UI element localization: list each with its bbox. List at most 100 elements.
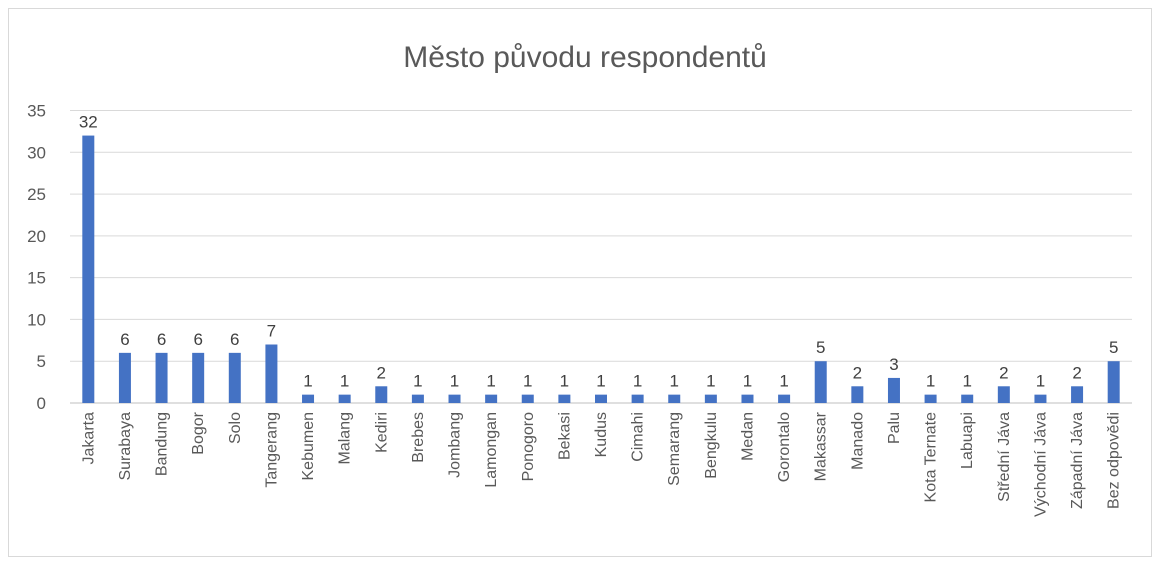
bar (82, 135, 95, 404)
data-label: 2 (377, 363, 386, 382)
y-tick-label: 15 (27, 269, 46, 288)
category-label: Labuapi (959, 412, 976, 469)
bar (228, 352, 241, 403)
gridlines (70, 110, 1132, 404)
category-label: Jombang (447, 412, 464, 478)
data-label: 2 (999, 363, 1008, 382)
data-label: 3 (889, 355, 898, 374)
data-label: 1 (926, 372, 935, 391)
data-label: 1 (743, 372, 752, 391)
bar (521, 394, 534, 403)
data-label: 6 (193, 330, 202, 349)
data-label: 1 (523, 372, 532, 391)
bar (118, 352, 131, 403)
bar (192, 352, 205, 403)
bar (887, 377, 900, 403)
category-label: Bez odpovědi (1106, 412, 1123, 509)
data-label: 1 (633, 372, 642, 391)
category-label: Bekasi (556, 412, 573, 460)
category-label: Gorontalo (776, 412, 793, 482)
bar (448, 394, 461, 403)
bar (1034, 394, 1047, 403)
data-label: 1 (706, 372, 715, 391)
chart-frame (8, 8, 1152, 557)
y-tick-label: 5 (37, 352, 46, 371)
x-axis-categories: Jakarta Surabaya Bandung Bogor Solo Tangerang… (80, 411, 1122, 517)
category-label: Východní Jáva (1032, 412, 1049, 517)
y-tick-label: 0 (37, 394, 46, 413)
data-label: 6 (120, 330, 129, 349)
y-tick-label: 25 (27, 185, 46, 204)
bar (375, 386, 388, 403)
bar (741, 394, 754, 403)
category-label: Malang (337, 412, 354, 464)
data-label: 1 (962, 372, 971, 391)
category-label: Lamongan (483, 412, 500, 488)
bar (704, 394, 717, 403)
category-label: Cimahi (630, 412, 647, 462)
category-label: Medan (739, 412, 756, 461)
data-label: 5 (816, 338, 825, 357)
bar (851, 386, 864, 403)
category-label: Tangerang (263, 412, 280, 488)
y-tick-label: 10 (27, 310, 46, 329)
bar (338, 394, 351, 403)
category-label: Manado (849, 412, 866, 470)
data-label: 2 (1072, 363, 1081, 382)
category-label: Palu (886, 412, 903, 444)
bar (558, 394, 571, 403)
bar (1071, 386, 1084, 403)
data-label: 7 (267, 322, 276, 341)
y-axis-ticks: 0 5 10 15 20 25 30 35 (27, 102, 46, 414)
data-label: 2 (853, 363, 862, 382)
bar (778, 394, 791, 403)
data-labels: 32 6 6 6 6 7 1 1 2 1 1 1 1 1 1 1 1 1 1 1 5 2 3 1 1 2 1 2 5 (79, 113, 1119, 391)
bar (814, 361, 827, 403)
category-label: Západní Jáva (1069, 412, 1086, 509)
data-label: 1 (1036, 372, 1045, 391)
category-label: Surabaya (117, 412, 134, 481)
category-label: Kota Ternate (923, 412, 940, 503)
data-label: 1 (596, 372, 605, 391)
category-label: Solo (227, 412, 244, 444)
category-label: Bogor (190, 411, 207, 454)
category-label: Kudus (593, 412, 610, 457)
bar (302, 394, 315, 403)
category-label: Jakarta (80, 412, 97, 465)
category-label: Bandung (154, 412, 171, 476)
data-label: 6 (230, 330, 239, 349)
data-label: 1 (413, 372, 422, 391)
bar (265, 344, 278, 403)
y-tick-label: 30 (27, 143, 46, 162)
data-label: 1 (670, 372, 679, 391)
y-tick-label: 20 (27, 227, 46, 246)
category-label: Kediri (373, 412, 390, 453)
bar (997, 386, 1010, 403)
bar (595, 394, 607, 403)
bar (668, 394, 681, 403)
data-label: 6 (157, 330, 166, 349)
data-label: 1 (450, 372, 459, 391)
chart-title: Město původu respondentů (403, 41, 767, 74)
category-label: Bengkulu (703, 412, 720, 479)
data-label: 32 (79, 113, 98, 132)
bar (961, 394, 974, 403)
data-label: 1 (560, 372, 569, 391)
bar (924, 394, 937, 403)
category-label: Makassar (813, 411, 830, 481)
category-label: Semarang (666, 412, 683, 486)
bar (411, 394, 424, 403)
category-label: Brebes (410, 412, 427, 463)
bar (485, 394, 498, 403)
category-label: Ponogoro (520, 412, 537, 481)
data-label: 1 (340, 372, 349, 391)
y-tick-label: 35 (27, 102, 46, 121)
bar (155, 352, 168, 403)
data-label: 1 (779, 372, 788, 391)
bars (82, 135, 1120, 404)
bar (1107, 361, 1120, 403)
data-label: 5 (1109, 338, 1118, 357)
data-label: 1 (303, 372, 312, 391)
category-label: Střední Jáva (996, 412, 1013, 502)
